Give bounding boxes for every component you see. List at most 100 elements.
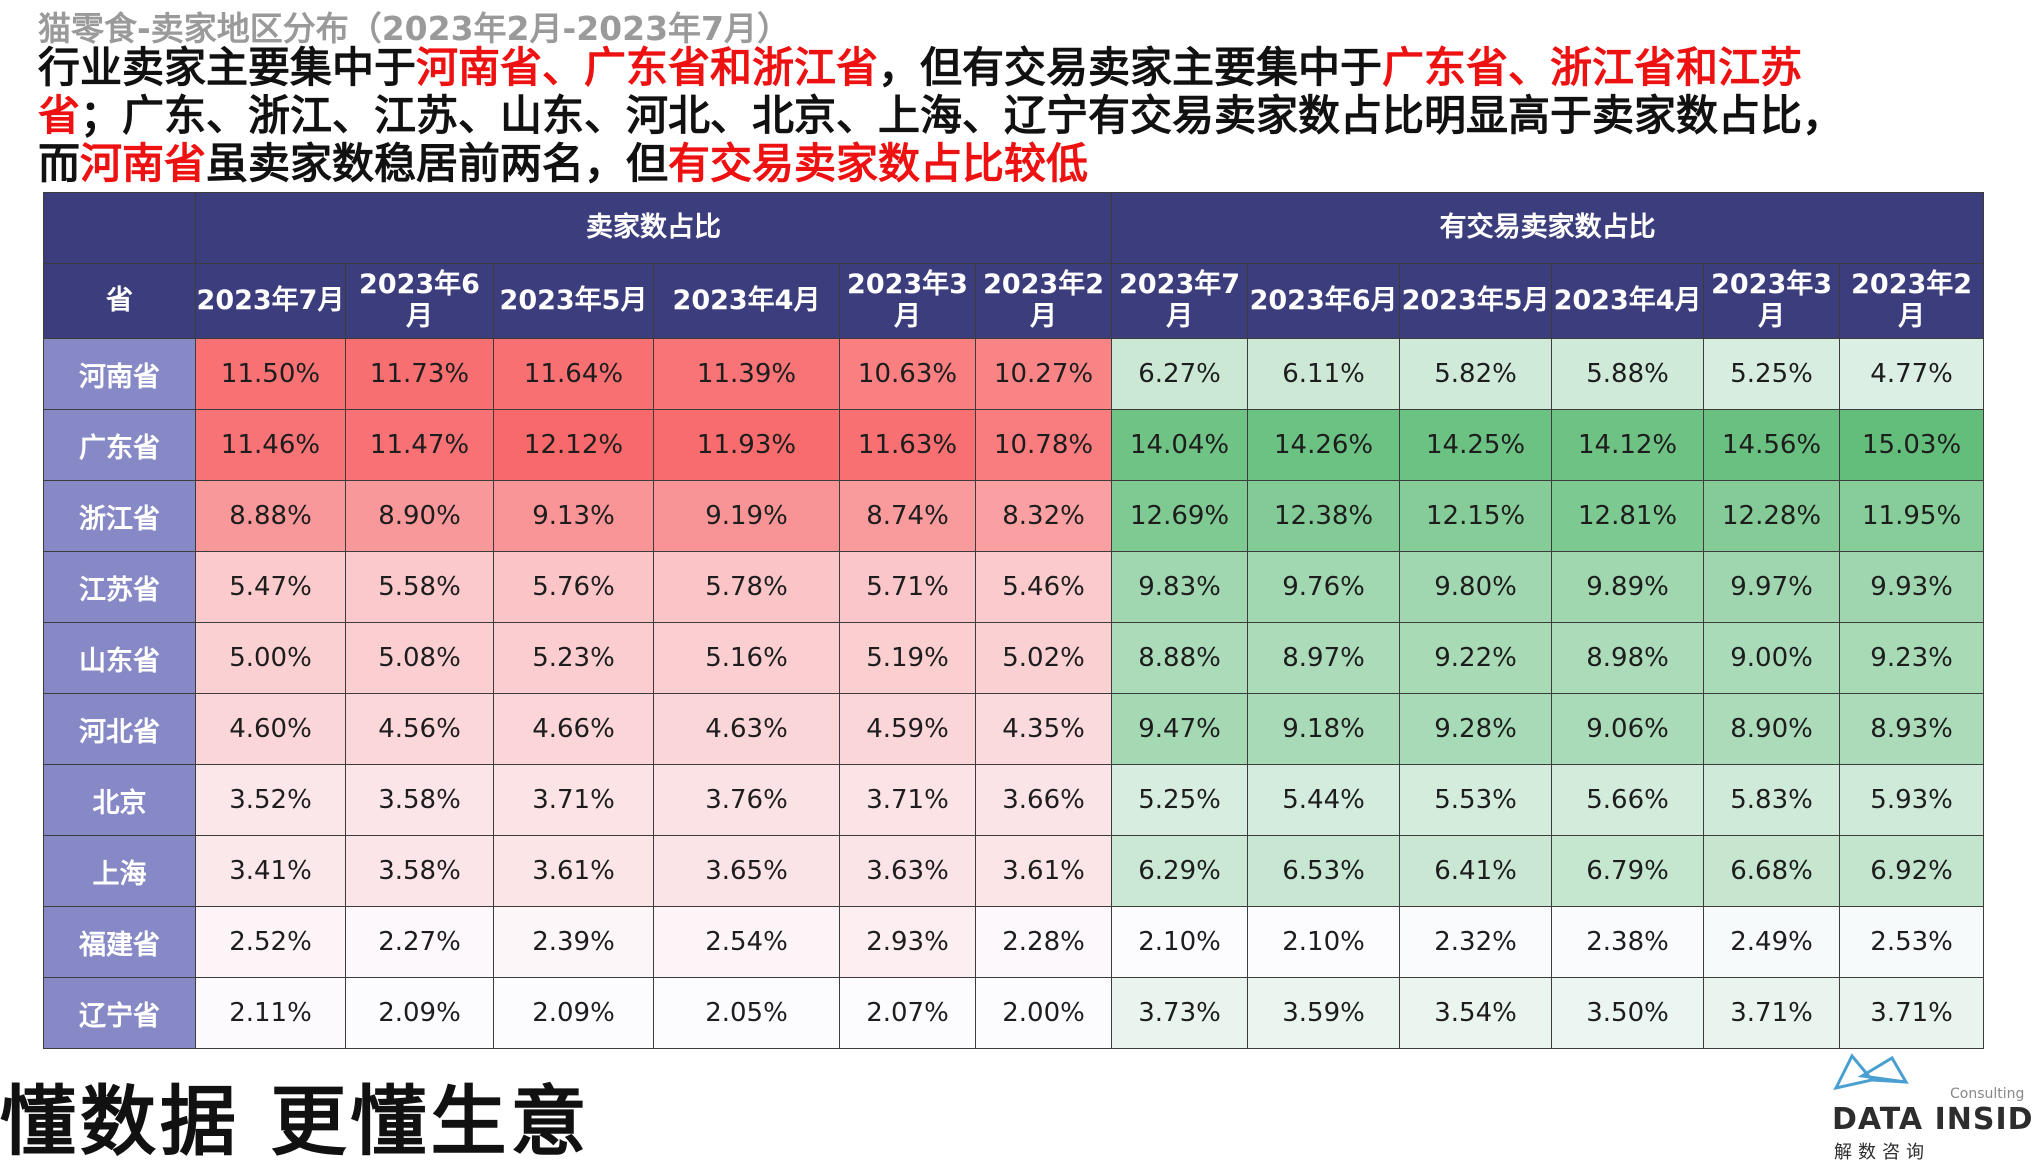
trading-seller-share-cell: 5.53%	[1399, 764, 1553, 836]
province-cell: 江苏省	[43, 551, 196, 623]
seller-share-cell: 3.65%	[653, 835, 840, 907]
trading-seller-share-cell: 5.82%	[1399, 338, 1553, 410]
seller-share-cell: 9.13%	[493, 480, 654, 552]
seller-share-cell: 4.63%	[653, 693, 840, 765]
seller-share-cell: 5.23%	[493, 622, 654, 694]
trading-seller-share-cell: 8.88%	[1111, 622, 1249, 694]
trading-seller-share-cell: 9.28%	[1399, 693, 1553, 765]
seller-distribution-table: 卖家数占比 有交易卖家数占比 省 2023年7月 2023年6月 2023年5月 20…	[43, 192, 1985, 1049]
table-row: 辽宁省 2.11% 2.09% 2.09% 2.05% 2.07% 2.00% 3.73% 3.…	[43, 977, 1985, 1049]
trading-seller-share-cell: 8.97%	[1247, 622, 1401, 694]
month-header-trading-seller-share: 2023年2月	[1839, 263, 1985, 339]
headline-segment: 河南省、广东省和浙江省	[416, 43, 879, 92]
trading-seller-share-cell: 5.66%	[1551, 764, 1705, 836]
data-insider-logo: Consulting DATA INSIDER 解数咨询	[1832, 1050, 2033, 1163]
headline-segment: 有交易卖家数占比较低	[668, 139, 1089, 188]
trading-seller-share-cell: 9.97%	[1703, 551, 1841, 623]
province-cell: 福建省	[43, 906, 196, 978]
month-header-seller-share: 2023年6月	[345, 263, 494, 339]
seller-share-cell: 5.76%	[493, 551, 654, 623]
province-cell: 上海	[43, 835, 196, 907]
trading-seller-share-cell: 6.41%	[1399, 835, 1553, 907]
trading-seller-share-cell: 2.53%	[1839, 906, 1985, 978]
seller-share-cell: 11.39%	[653, 338, 840, 410]
seller-share-cell: 2.39%	[493, 906, 654, 978]
group-header-seller-share: 卖家数占比	[194, 192, 1113, 264]
seller-share-cell: 2.28%	[974, 906, 1113, 978]
seller-share-cell: 2.09%	[345, 977, 494, 1049]
headline: 行业卖家主要集中于河南省、广东省和浙江省，但有交易卖家主要集中于广东省、浙江省和…	[38, 44, 1858, 188]
trading-seller-share-cell: 9.93%	[1839, 551, 1985, 623]
seller-share-cell: 2.11%	[195, 977, 346, 1049]
seller-share-cell: 11.93%	[653, 409, 840, 481]
trading-seller-share-cell: 9.22%	[1399, 622, 1553, 694]
trading-seller-share-cell: 9.23%	[1839, 622, 1985, 694]
table-row: 山东省 5.00% 5.08% 5.23% 5.16% 5.19% 5.02% 8.88% 8.…	[43, 622, 1985, 694]
seller-share-cell: 3.58%	[345, 835, 494, 907]
trading-seller-share-cell: 5.93%	[1839, 764, 1985, 836]
seller-share-cell: 3.61%	[493, 835, 654, 907]
seller-share-cell: 3.66%	[974, 764, 1113, 836]
seller-share-cell: 10.63%	[839, 338, 976, 410]
trading-seller-share-cell: 8.98%	[1551, 622, 1705, 694]
seller-share-cell: 12.12%	[493, 409, 654, 481]
month-header-trading-seller-share: 2023年4月	[1551, 263, 1705, 339]
seller-share-cell: 5.00%	[195, 622, 346, 694]
trading-seller-share-cell: 6.79%	[1551, 835, 1705, 907]
province-cell: 北京	[43, 764, 196, 836]
trading-seller-share-cell: 9.18%	[1247, 693, 1401, 765]
trading-seller-share-cell: 5.83%	[1703, 764, 1841, 836]
logo-name-text: DATA INSIDER	[1832, 1102, 2033, 1137]
seller-share-cell: 5.46%	[974, 551, 1113, 623]
seller-share-cell: 3.61%	[974, 835, 1113, 907]
subtitle: 猫零食-卖家地区分布（2023年2月-2023年7月）	[38, 9, 791, 48]
trading-seller-share-cell: 5.25%	[1703, 338, 1841, 410]
province-cell: 广东省	[43, 409, 196, 481]
seller-share-cell: 5.16%	[653, 622, 840, 694]
seller-share-cell: 3.71%	[493, 764, 654, 836]
seller-share-cell: 8.90%	[345, 480, 494, 552]
trading-seller-share-cell: 2.10%	[1247, 906, 1401, 978]
group-header-trading-seller-share: 有交易卖家数占比	[1111, 192, 1985, 264]
trading-seller-share-cell: 12.15%	[1399, 480, 1553, 552]
month-header-seller-share: 2023年5月	[493, 263, 654, 339]
trading-seller-share-cell: 14.56%	[1703, 409, 1841, 481]
seller-share-cell: 11.47%	[345, 409, 494, 481]
data-insider-logo-mark-icon	[1833, 1053, 1909, 1091]
trading-seller-share-cell: 12.28%	[1703, 480, 1841, 552]
seller-share-cell: 5.78%	[653, 551, 840, 623]
month-header-trading-seller-share: 2023年5月	[1399, 263, 1553, 339]
seller-share-cell: 9.19%	[653, 480, 840, 552]
seller-share-cell: 2.93%	[839, 906, 976, 978]
seller-share-cell: 4.59%	[839, 693, 976, 765]
seller-share-cell: 3.58%	[345, 764, 494, 836]
seller-share-cell: 5.58%	[345, 551, 494, 623]
month-header-trading-seller-share: 2023年7月	[1111, 263, 1249, 339]
trading-seller-share-cell: 3.59%	[1247, 977, 1401, 1049]
seller-share-cell: 3.41%	[195, 835, 346, 907]
headline-segment: 行业卖家主要集中于	[38, 43, 417, 92]
seller-share-cell: 5.19%	[839, 622, 976, 694]
trading-seller-share-cell: 2.32%	[1399, 906, 1553, 978]
trading-seller-share-cell: 14.04%	[1111, 409, 1249, 481]
table-row: 广东省 11.46% 11.47% 12.12% 11.93% 11.63% 10.78% 1…	[43, 409, 1985, 481]
trading-seller-share-cell: 2.10%	[1111, 906, 1249, 978]
province-header: 省	[43, 263, 196, 339]
table-row: 北京 3.52% 3.58% 3.71% 3.76% 3.71% 3.66% 5.25% 5.4…	[43, 764, 1985, 836]
trading-seller-share-cell: 12.81%	[1551, 480, 1705, 552]
trading-seller-share-cell: 9.89%	[1551, 551, 1705, 623]
seller-share-cell: 5.08%	[345, 622, 494, 694]
province-cell: 山东省	[43, 622, 196, 694]
trading-seller-share-cell: 5.25%	[1111, 764, 1249, 836]
seller-share-cell: 11.73%	[345, 338, 494, 410]
seller-share-cell: 3.63%	[839, 835, 976, 907]
seller-share-cell: 11.64%	[493, 338, 654, 410]
trading-seller-share-cell: 15.03%	[1839, 409, 1985, 481]
month-header-trading-seller-share: 2023年3月	[1703, 263, 1841, 339]
footer-slogan: 懂数据 更懂生意	[0, 1077, 591, 1166]
trading-seller-share-cell: 9.80%	[1399, 551, 1553, 623]
table-row: 上海 3.41% 3.58% 3.61% 3.65% 3.63% 3.61% 6.29% 6.5…	[43, 835, 1985, 907]
month-header-trading-seller-share: 2023年6月	[1247, 263, 1401, 339]
seller-share-cell: 4.66%	[493, 693, 654, 765]
trading-seller-share-cell: 9.76%	[1247, 551, 1401, 623]
